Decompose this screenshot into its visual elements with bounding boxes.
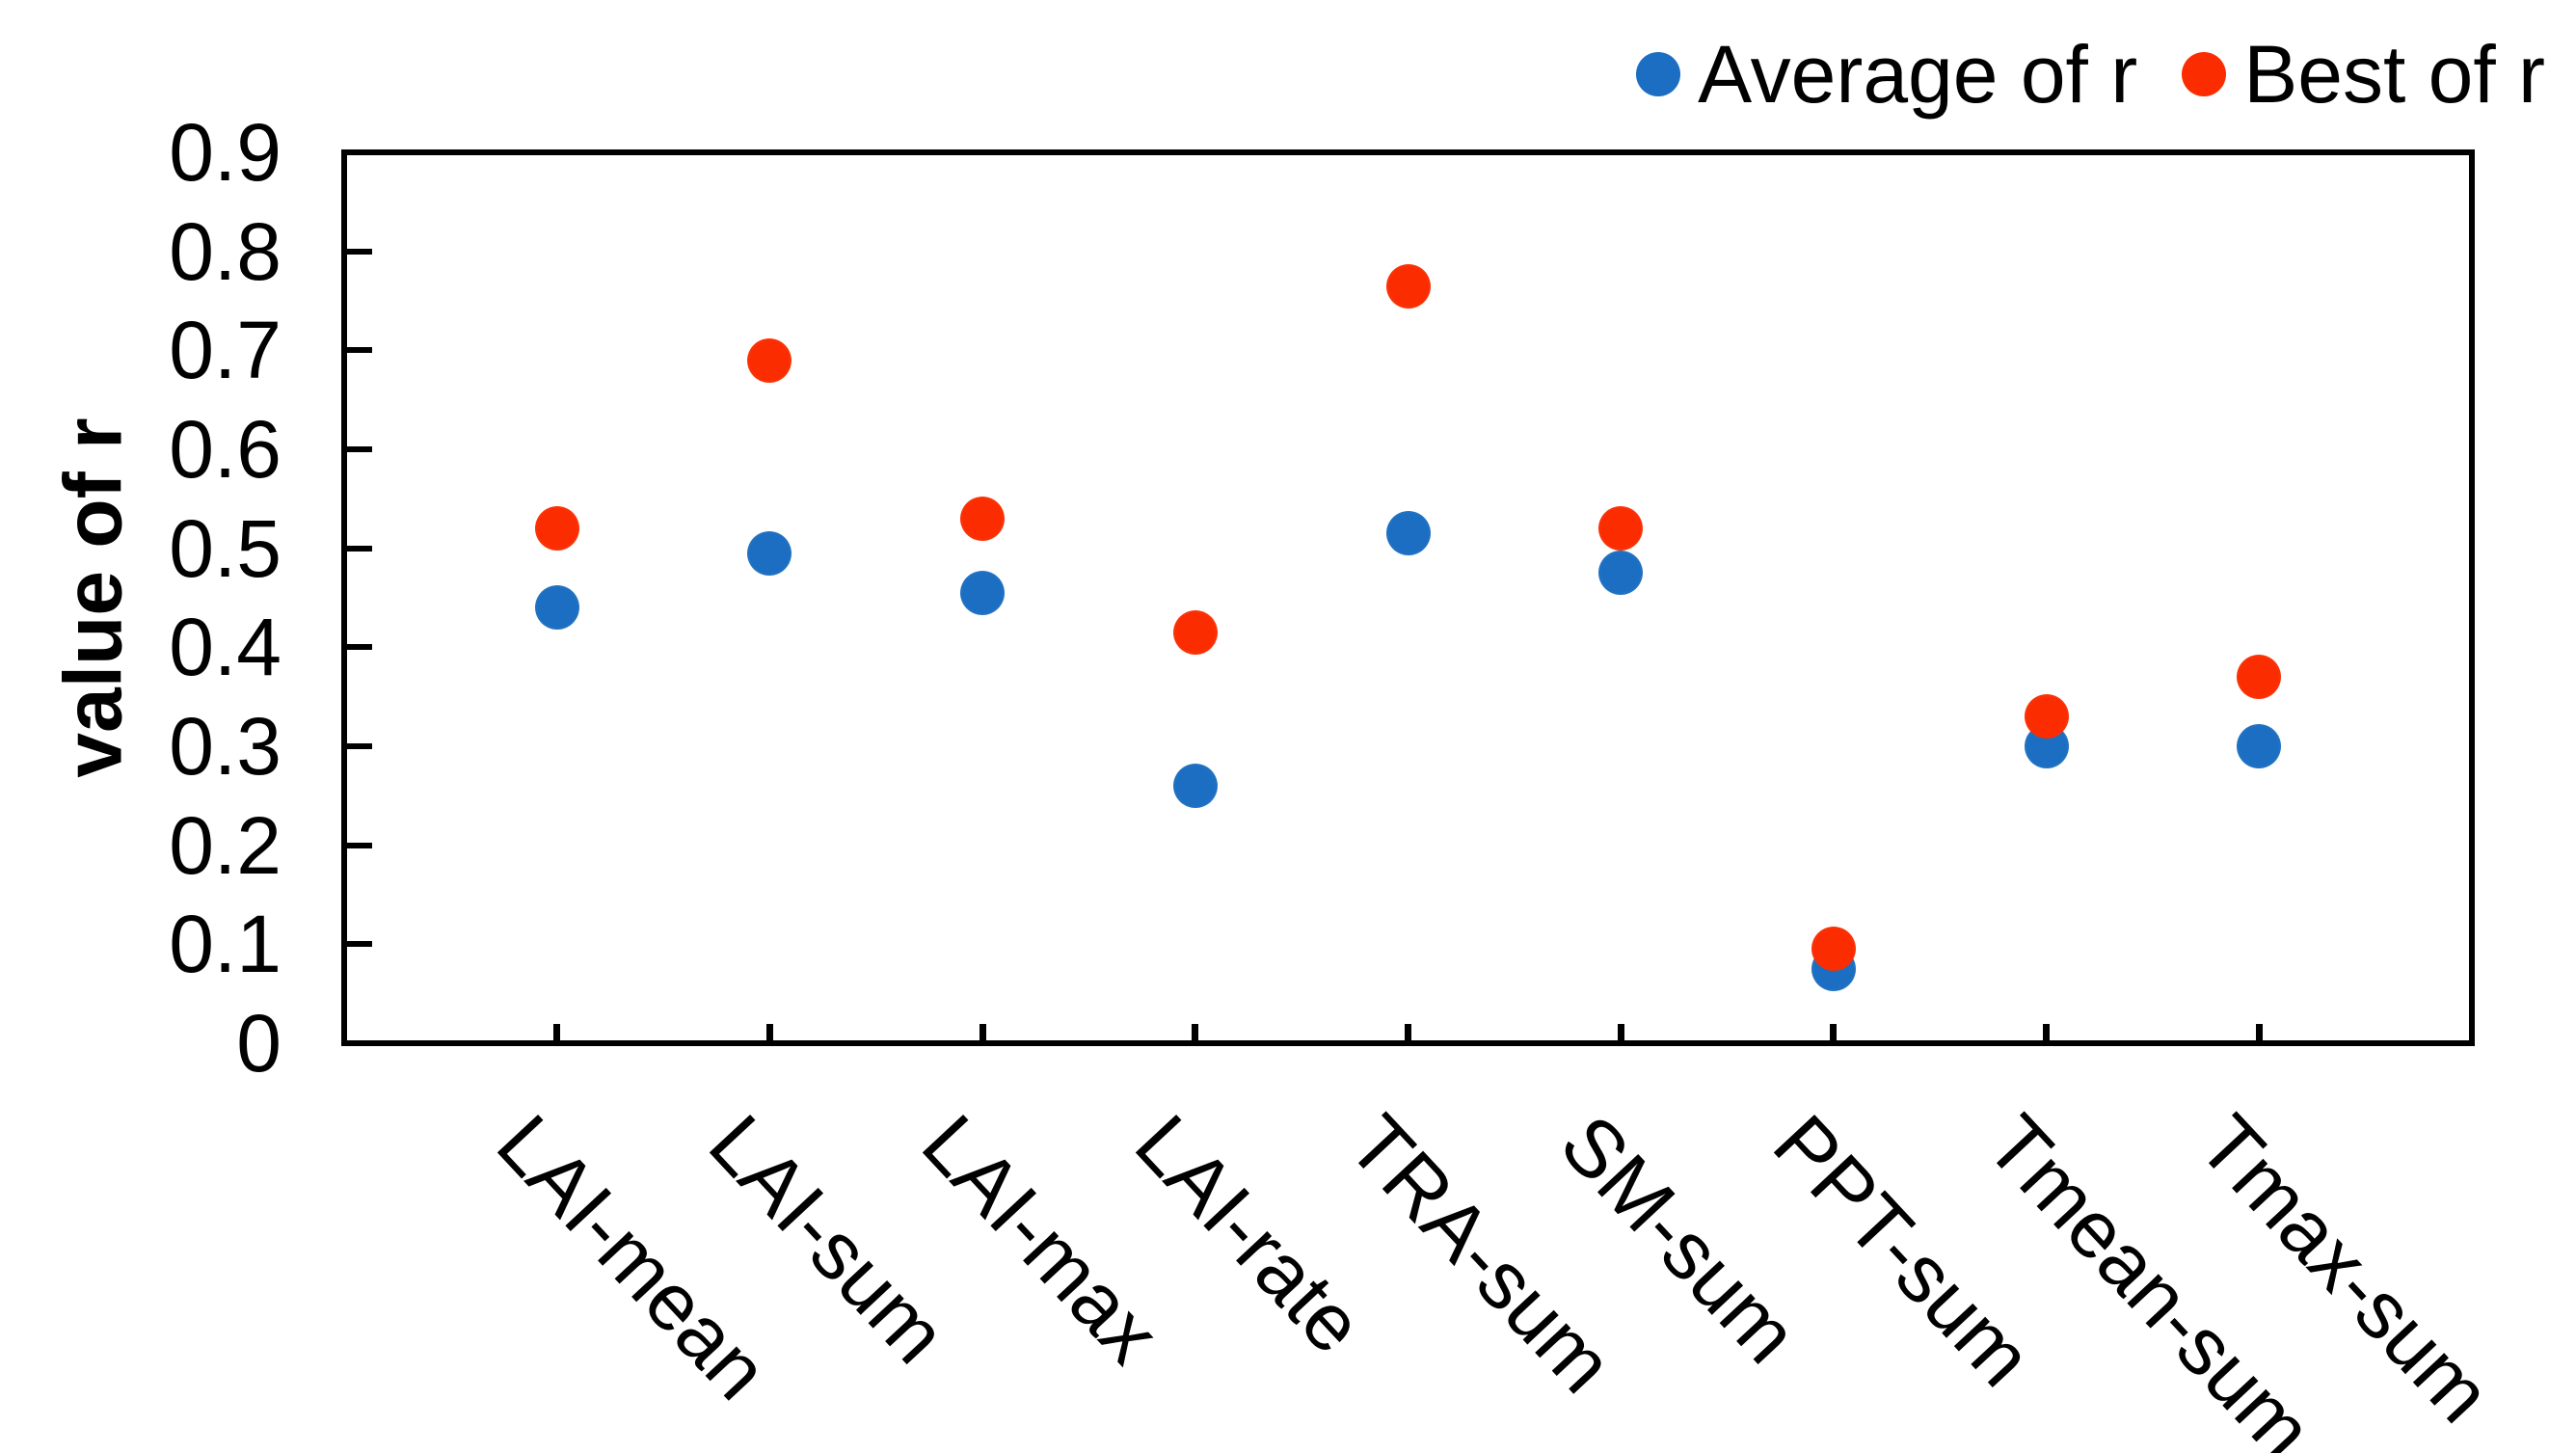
data-point-best-of-r-lai-rate [1172,609,1218,655]
y-axis-tick-mark [347,248,372,255]
y-axis-tick-label: 0.8 [169,205,282,297]
data-point-average-of-r-lai-rate [1172,764,1218,809]
data-point-average-of-r-lai-sum [747,530,792,576]
x-axis-tick-mark [979,1024,986,1043]
y-axis-tick-mark [347,347,372,354]
data-point-best-of-r-tra-sum [1385,263,1431,309]
legend-label-best: Best of r [2243,29,2545,120]
data-point-average-of-r-lai-max [960,570,1006,615]
data-point-best-of-r-lai-sum [747,337,792,383]
data-point-best-of-r-tmax-sum [2237,655,2282,700]
y-axis-tick-mark [347,644,372,651]
y-axis-tick-label: 0.3 [169,701,282,792]
data-point-average-of-r-sm-sum [1598,551,1644,596]
y-axis-tick-label: 0.1 [169,899,282,990]
legend-marker-average-icon [1636,52,1681,96]
y-axis-tick-mark [347,941,372,948]
y-axis-tick-label: 0.5 [169,502,282,594]
data-point-average-of-r-tra-sum [1385,511,1431,556]
y-axis-tick-mark [347,743,372,749]
y-axis-tick-mark [347,446,372,452]
data-point-best-of-r-lai-max [960,496,1006,541]
data-point-average-of-r-tmax-sum [2237,724,2282,768]
legend-label-average: Average of r [1698,29,2138,120]
legend-marker-best-icon [2182,52,2227,96]
x-axis-tick-mark [765,1024,773,1043]
y-axis-tick-mark [347,842,372,848]
y-axis-tick-label: 0.2 [169,799,282,891]
y-axis-tick-mark [347,545,372,552]
y-axis-tick-label: 0.7 [169,305,282,396]
data-point-average-of-r-lai-mean [534,585,579,631]
x-axis-tick-mark [1405,1024,1411,1043]
x-axis-tick-mark [1192,1024,1199,1043]
y-axis-tick-label: 0.9 [169,107,282,198]
x-axis-tick-mark [2043,1024,2051,1043]
legend-item-best: Best of r [2182,23,2545,125]
data-point-best-of-r-sm-sum [1598,506,1644,552]
y-axis-tick-label: 0.4 [169,602,282,693]
x-axis-tick-mark [1617,1024,1624,1043]
x-axis-tick-mark [553,1024,561,1043]
x-axis-tick-mark [1830,1024,1838,1043]
data-point-best-of-r-lai-mean [534,506,579,552]
y-axis-tick-label: 0.6 [169,404,282,495]
data-point-best-of-r-tmean-sum [2024,694,2069,740]
x-axis-tick-mark [2255,1024,2263,1043]
y-axis-tick-label: 0 [236,998,282,1089]
data-point-best-of-r-ppt-sum [1811,927,1856,972]
legend: Average of r Best of r [1636,23,2545,125]
x-axis-category-label-lai-max: LAI-max [905,1097,1178,1381]
legend-item-average: Average of r [1636,23,2137,125]
